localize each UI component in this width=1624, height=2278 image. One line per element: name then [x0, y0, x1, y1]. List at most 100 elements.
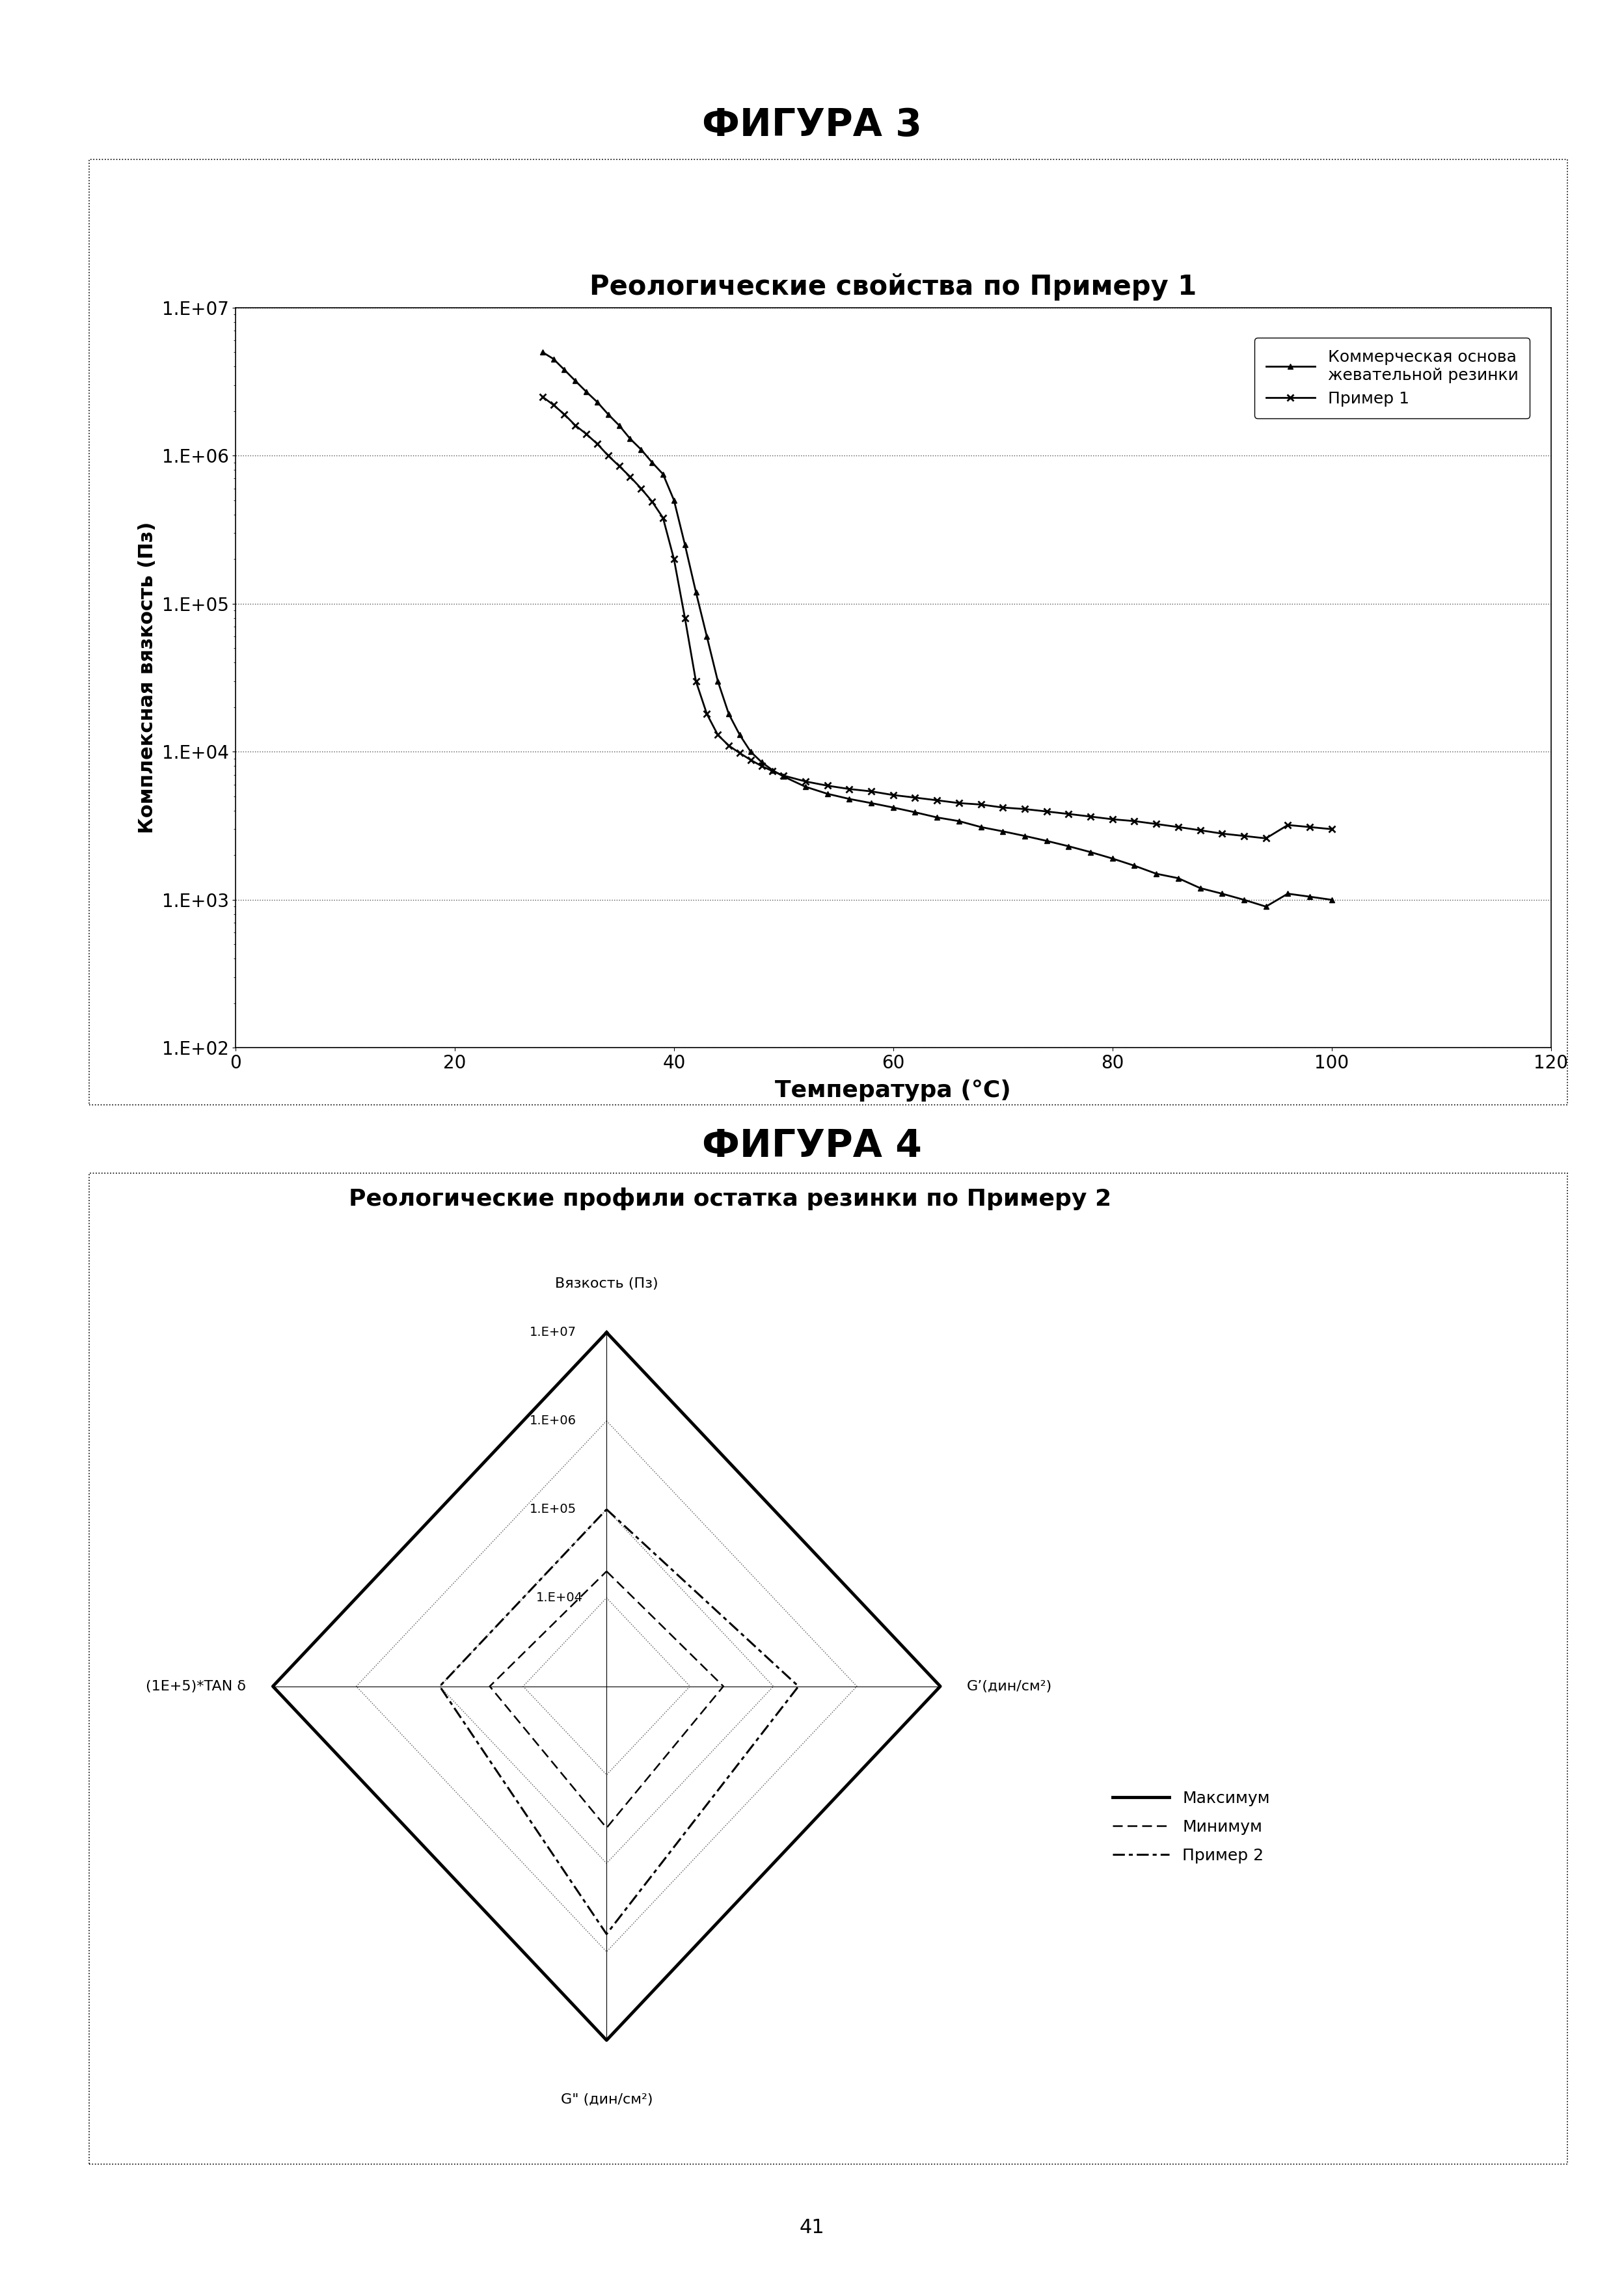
- Пример 1: [752, 752, 771, 779]
- Коммерческая основа
жевательной резинки: [861, 790, 880, 818]
- Пример 1: [763, 756, 783, 784]
- Коммерческая основа
жевательной резинки: [1015, 822, 1034, 850]
- Пример 1: [664, 544, 684, 572]
- Коммерческая основа
жевательной резинки: [609, 412, 628, 440]
- Пример 1: [544, 392, 564, 419]
- Коммерческая основа
жевательной резинки: [1278, 879, 1298, 907]
- X-axis label: Температура (°C): Температура (°C): [775, 1080, 1012, 1103]
- Пример 1: [861, 777, 880, 804]
- Пример 1: [685, 667, 705, 695]
- Пример 1: [1168, 813, 1187, 841]
- Text: ФИГУРА 3: ФИГУРА 3: [702, 107, 922, 144]
- Пример 1: [883, 781, 903, 809]
- Коммерческая основа
жевательной резинки: [697, 622, 716, 649]
- Коммерческая основа
жевательной резинки: [773, 763, 793, 790]
- Пример 1: [1212, 820, 1231, 847]
- Пример 1: [1234, 822, 1254, 850]
- Коммерческая основа
жевательной резинки: [588, 387, 607, 415]
- Коммерческая основа
жевательной резинки: [1147, 861, 1166, 888]
- Text: Реологические профили остатка резинки по Примеру 2: Реологические профили остатка резинки по…: [349, 1187, 1111, 1210]
- Коммерческая основа
жевательной резинки: [1299, 884, 1319, 911]
- Коммерческая основа
жевательной резинки: [719, 699, 739, 727]
- Пример 1: [906, 784, 926, 811]
- Коммерческая основа
жевательной резинки: [763, 756, 783, 784]
- Пример 1: [992, 793, 1012, 820]
- Пример 1: [1036, 797, 1056, 825]
- Пример 1: [741, 747, 760, 775]
- Y-axis label: Комплексная вязкость (Пз): Комплексная вязкость (Пз): [138, 522, 158, 834]
- Коммерческая основа
жевательной резинки: [1124, 852, 1143, 879]
- Line: Пример 1: Пример 1: [539, 394, 1335, 841]
- Пример 1: [948, 790, 968, 818]
- Пример 1: [641, 487, 663, 515]
- Пример 1: [620, 462, 640, 490]
- Коммерческая основа
жевательной резинки: [948, 806, 968, 834]
- Text: 1.E+06: 1.E+06: [529, 1415, 577, 1426]
- Коммерческая основа
жевательной резинки: [1190, 875, 1210, 902]
- Пример 1: [840, 775, 859, 802]
- Коммерческая основа
жевательной резинки: [577, 378, 596, 405]
- Коммерческая основа
жевательной резинки: [708, 667, 728, 695]
- Коммерческая основа
жевательной резинки: [544, 346, 564, 374]
- Коммерческая основа
жевательной резинки: [632, 435, 651, 462]
- Пример 1: [1299, 813, 1319, 841]
- Legend: Коммерческая основа
жевательной резинки, Пример 1: Коммерческая основа жевательной резинки,…: [1254, 337, 1530, 419]
- Коммерческая основа
жевательной резинки: [565, 367, 585, 394]
- Text: 1.E+05: 1.E+05: [529, 1503, 577, 1515]
- Пример 1: [1080, 802, 1099, 829]
- Line: Коммерческая основа
жевательной резинки: Коммерческая основа жевательной резинки: [539, 349, 1335, 909]
- Пример 1: [927, 786, 947, 813]
- Коммерческая основа
жевательной резинки: [729, 722, 749, 749]
- Коммерческая основа
жевательной резинки: [664, 487, 684, 515]
- Text: (1E+5)*TAN δ: (1E+5)*TAN δ: [146, 1679, 247, 1693]
- Коммерческая основа
жевательной резинки: [554, 355, 575, 383]
- Коммерческая основа
жевательной резинки: [653, 460, 672, 487]
- Коммерческая основа
жевательной резинки: [817, 779, 838, 806]
- Пример 1: [609, 453, 628, 481]
- Text: G’(дин/см²): G’(дин/см²): [966, 1679, 1052, 1693]
- Пример 1: [796, 768, 815, 795]
- Коммерческая основа
жевательной резинки: [1212, 879, 1231, 907]
- Пример 1: [1322, 816, 1341, 843]
- Пример 1: [1257, 825, 1276, 852]
- Коммерческая основа
жевательной резинки: [992, 818, 1012, 845]
- Пример 1: [565, 412, 585, 440]
- Коммерческая основа
жевательной резинки: [598, 401, 617, 428]
- Пример 1: [708, 722, 728, 749]
- Пример 1: [1103, 806, 1122, 834]
- Коммерческая основа
жевательной резинки: [685, 579, 705, 606]
- Коммерческая основа
жевательной резинки: [906, 800, 926, 827]
- Коммерческая основа
жевательной резинки: [752, 749, 771, 777]
- Коммерческая основа
жевательной резинки: [1234, 886, 1254, 913]
- Коммерческая основа
жевательной резинки: [1059, 831, 1078, 859]
- Коммерческая основа
жевательной резинки: [971, 813, 991, 841]
- Коммерческая основа
жевательной резинки: [533, 339, 552, 367]
- Коммерческая основа
жевательной резинки: [796, 772, 815, 800]
- Text: Вязкость (Пз): Вязкость (Пз): [555, 1278, 658, 1289]
- Коммерческая основа
жевательной резинки: [840, 786, 859, 813]
- Коммерческая основа
жевательной резинки: [1036, 827, 1056, 854]
- Коммерческая основа
жевательной резинки: [641, 449, 663, 476]
- Text: ФИГУРА 4: ФИГУРА 4: [702, 1128, 922, 1164]
- Пример 1: [676, 604, 695, 631]
- Пример 1: [697, 699, 716, 727]
- Пример 1: [577, 421, 596, 449]
- Пример 1: [1147, 811, 1166, 838]
- Пример 1: [632, 474, 651, 501]
- Коммерческая основа
жевательной резинки: [927, 804, 947, 831]
- Пример 1: [1190, 816, 1210, 843]
- Коммерческая основа
жевательной резинки: [1322, 886, 1341, 913]
- Коммерческая основа
жевательной резинки: [676, 531, 695, 558]
- Пример 1: [554, 401, 575, 428]
- Коммерческая основа
жевательной резинки: [741, 738, 760, 765]
- Text: 41: 41: [799, 2219, 825, 2237]
- Коммерческая основа
жевательной резинки: [1080, 838, 1099, 866]
- Пример 1: [1278, 811, 1298, 838]
- Text: 1.E+04: 1.E+04: [536, 1592, 583, 1604]
- Пример 1: [598, 442, 617, 469]
- Пример 1: [719, 731, 739, 759]
- Пример 1: [729, 740, 749, 768]
- Пример 1: [817, 772, 838, 800]
- Пример 1: [971, 790, 991, 818]
- Коммерческая основа
жевательной резинки: [620, 426, 640, 453]
